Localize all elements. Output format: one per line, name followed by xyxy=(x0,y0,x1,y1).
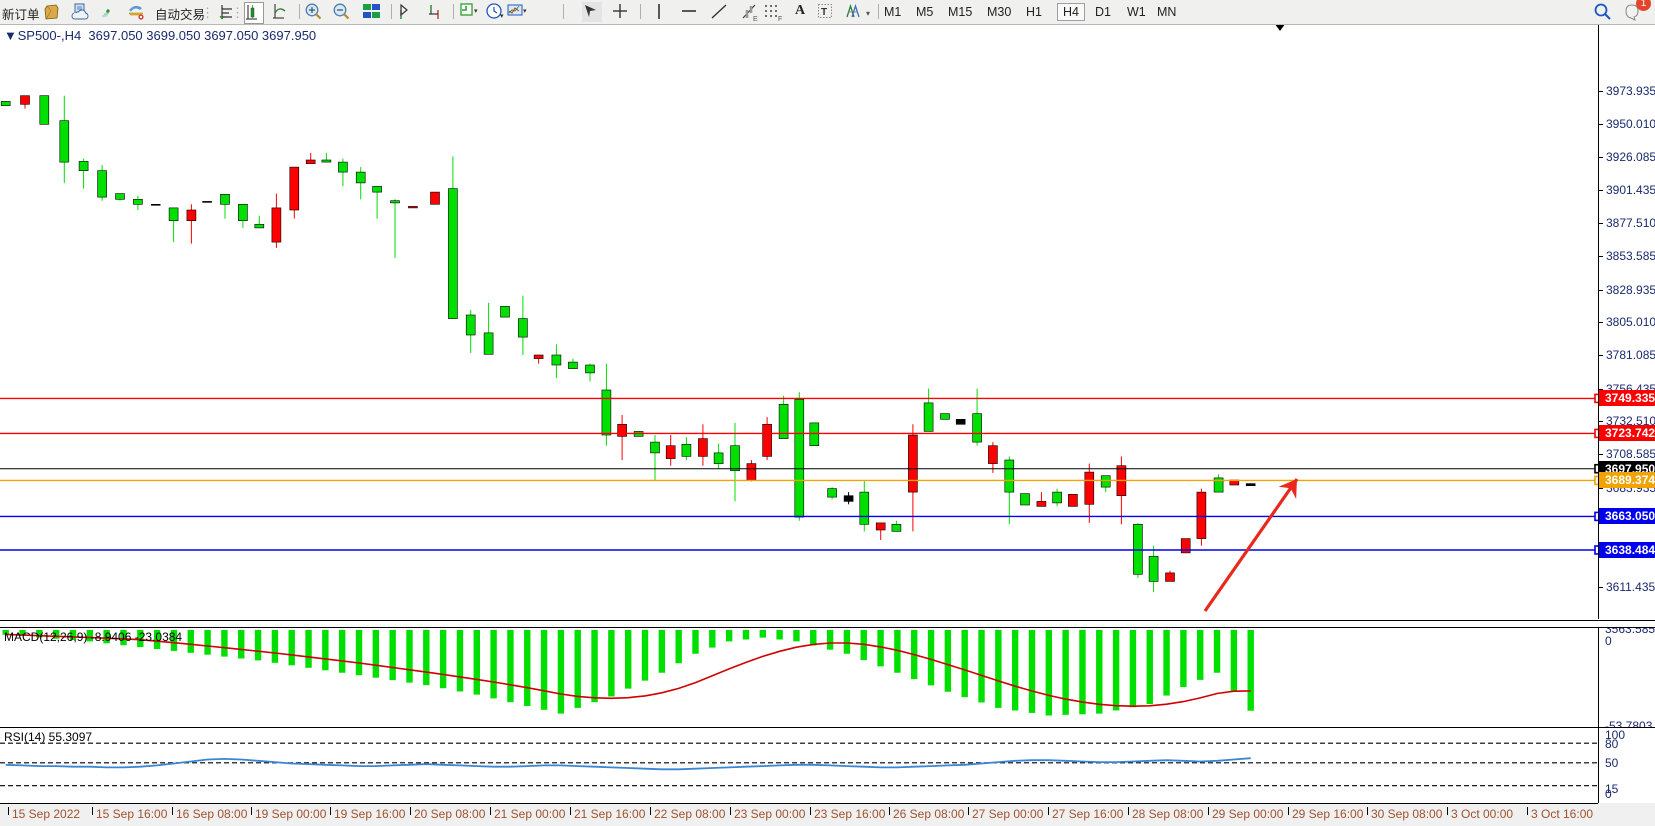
svg-text:▾: ▾ xyxy=(500,13,504,20)
svg-text:E: E xyxy=(753,16,758,22)
svg-text:▾: ▾ xyxy=(523,8,527,15)
svg-text:▾: ▾ xyxy=(474,8,478,15)
svg-text:T: T xyxy=(821,7,827,18)
svg-text:F: F xyxy=(778,16,782,22)
